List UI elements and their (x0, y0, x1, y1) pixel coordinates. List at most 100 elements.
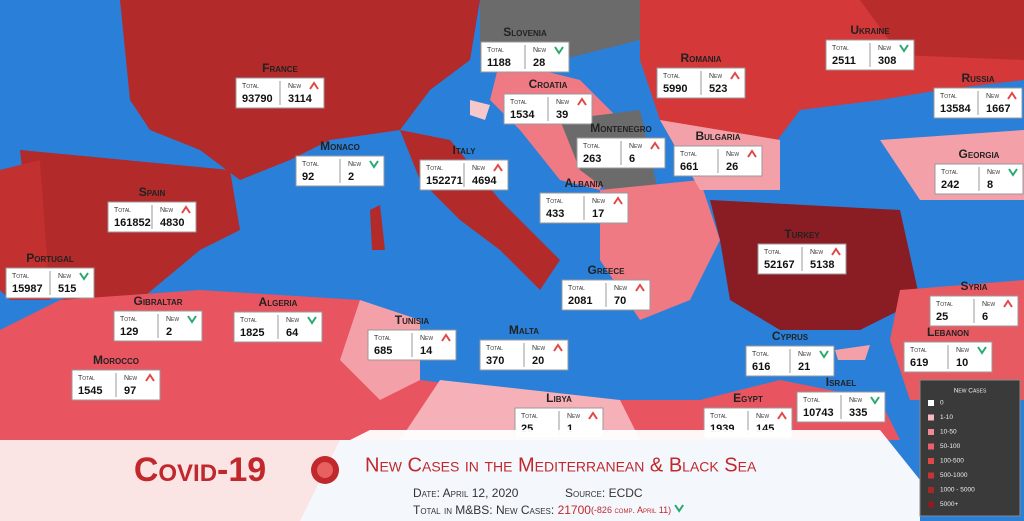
legend-label: 500-1000 (940, 472, 968, 479)
legend-swatch (928, 472, 934, 479)
country-name: Montenegro (590, 121, 652, 135)
total-value: 433 (546, 208, 564, 220)
country-box: Montenegro Total 263 New 6 (576, 121, 666, 169)
total-label: Total in M&BS: New Cases: (413, 503, 554, 517)
legend-swatch (928, 414, 934, 421)
total-label: Total (374, 335, 391, 342)
legend-label: 5000+ (940, 501, 958, 508)
total-value: 242 (941, 179, 959, 191)
total-label: Total (78, 375, 95, 382)
trend-down (187, 315, 197, 324)
country-name: Bulgaria (695, 129, 740, 143)
new-label: New (849, 397, 862, 404)
new-label: New (614, 285, 627, 292)
new-label: New (166, 316, 179, 323)
total-value: 661 (680, 161, 698, 173)
new-label: New (556, 99, 569, 106)
new-label: New (629, 143, 642, 150)
trend-down (1008, 168, 1018, 177)
country-name: Albania (565, 176, 604, 190)
new-label: New (532, 345, 545, 352)
trend-up (635, 283, 645, 292)
trend-up (777, 411, 787, 420)
new-label: New (288, 83, 301, 90)
trend-up (181, 205, 191, 214)
total-value: 2081 (568, 295, 592, 307)
trend-up (309, 81, 319, 90)
total-label: Total (12, 273, 29, 280)
new-value: 21 (798, 361, 810, 373)
country-box: Morocco Total 1545 New 97 (71, 353, 161, 401)
country-box: Ukraine Total 2511 New 308 (825, 23, 915, 71)
trend-up (145, 373, 155, 382)
total-value: 21700 (558, 503, 592, 517)
trend-down (307, 316, 317, 325)
trend-up (553, 343, 563, 352)
new-label: New (567, 413, 580, 420)
new-label: New (956, 347, 969, 354)
trend-up (613, 196, 623, 205)
total-label: Total (242, 83, 259, 90)
country-box: Bulgaria Total 661 New 26 (673, 129, 763, 177)
trend-up (577, 97, 587, 106)
total-value: 1534 (510, 109, 535, 121)
comparison-trend-down (674, 504, 684, 513)
trend-up (831, 247, 841, 256)
total-label: Total (941, 169, 958, 176)
new-value: 70 (614, 295, 626, 307)
total-value: 152271 (426, 175, 463, 187)
new-value: 97 (124, 385, 136, 397)
country-box: Greece Total 2081 New 70 (561, 263, 651, 311)
legend-label: 1-10 (940, 414, 953, 421)
new-label: New (533, 47, 546, 54)
new-label: New (472, 165, 485, 172)
new-label: New (810, 249, 823, 256)
new-label: New (982, 301, 995, 308)
new-value: 335 (849, 407, 867, 419)
new-value: 5138 (810, 259, 834, 271)
total-comparison: (-826 comp. April 11) (591, 505, 671, 515)
total-label: Total (521, 413, 538, 420)
total-label: Total (680, 151, 697, 158)
country-box: Syria Total 25 New 6 (929, 279, 1019, 327)
total-label: Total (832, 45, 849, 52)
total-label: Total (510, 99, 527, 106)
country-box: Malta Total 370 New 20 (479, 323, 569, 371)
legend-label: 10-50 (940, 429, 957, 436)
total-label: Total (487, 47, 504, 54)
new-value: 10 (956, 357, 968, 369)
country-name: Croatia (529, 77, 568, 91)
total-value: 25 (936, 311, 948, 323)
total-label: Total (940, 93, 957, 100)
new-label: New (726, 151, 739, 158)
new-label: New (878, 45, 891, 52)
country-box: Monaco Total 92 New 2 (295, 139, 385, 187)
trend-down (819, 350, 829, 359)
country-box: Russia Total 13584 New 1667 (933, 71, 1023, 119)
new-value: 308 (878, 55, 896, 67)
total-label: Total (568, 285, 585, 292)
total-label: Total (426, 165, 443, 172)
country-box: Algeria Total 1825 New 64 (233, 295, 323, 343)
country-box: Israel Total 10743 New 335 (796, 375, 886, 423)
total-label: Total (764, 249, 781, 256)
legend-swatch (928, 458, 934, 464)
new-value: 17 (592, 208, 604, 220)
new-value: 523 (709, 83, 727, 95)
new-label: New (709, 73, 722, 80)
country-box: Albania Total 433 New 17 (539, 176, 629, 224)
total-label: Total (546, 198, 563, 205)
country-box: Portugal Total 15987 New 515 (5, 251, 95, 299)
country-name: Tunisia (395, 313, 430, 327)
country-name: Gibraltar (133, 294, 182, 308)
total-label: Total (663, 73, 680, 80)
country-box: Gibraltar Total 129 New 2 (113, 294, 203, 342)
country-name: Ukraine (850, 23, 890, 37)
total-label: Total (583, 143, 600, 150)
country-box: Slovenia Total 1188 New 28 (480, 25, 570, 73)
total-value: 263 (583, 153, 601, 165)
total-value: 370 (486, 355, 504, 367)
trend-up (730, 71, 740, 80)
country-name: Portugal (26, 251, 74, 265)
